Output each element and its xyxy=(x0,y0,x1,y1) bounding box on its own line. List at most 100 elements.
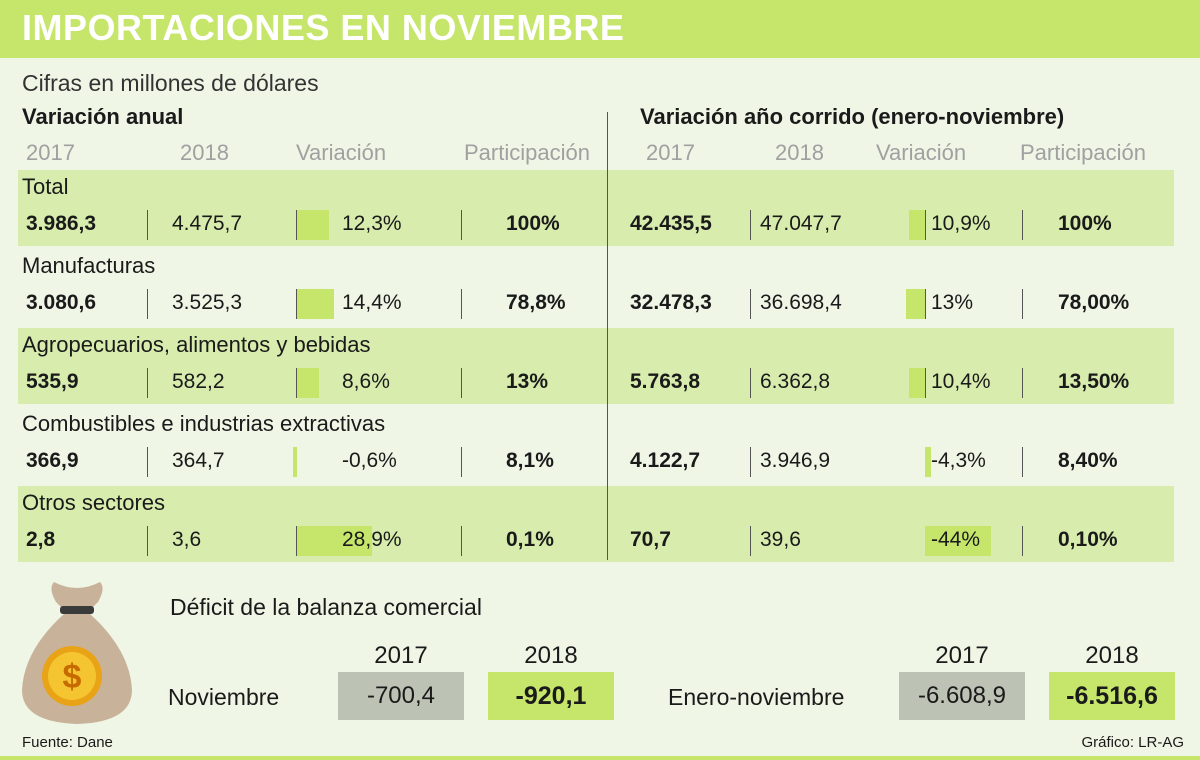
annual-header-share: Participación xyxy=(464,140,590,165)
ytd-separator xyxy=(1022,368,1023,398)
ytd-share: 13,50% xyxy=(1058,370,1130,393)
ytd-header-share: Participación xyxy=(1020,140,1146,165)
ytd-separator xyxy=(1022,210,1023,240)
ytd-value-2017: 4.122,7 xyxy=(630,449,701,472)
annual-share: 13% xyxy=(506,370,549,393)
source-note: Fuente: Dane xyxy=(22,734,113,751)
ytd-value-2018: 47.047,7 xyxy=(760,212,842,235)
ytd-value-2018: 3.946,9 xyxy=(760,449,831,472)
annual-separator xyxy=(461,447,462,477)
annual-variation-bar xyxy=(297,210,329,240)
row-category: Total xyxy=(22,174,69,199)
credit-note: Gráfico: LR-AG xyxy=(1081,734,1184,751)
deficit-title: Déficit de la balanza comercial xyxy=(170,594,482,620)
ytd-share: 100% xyxy=(1058,212,1112,235)
ytd-value-2017: 5.763,8 xyxy=(630,370,701,393)
row-category: Otros sectores xyxy=(22,490,166,515)
annual-separator xyxy=(296,289,297,319)
ytd-separator xyxy=(925,210,926,240)
annual-separator xyxy=(461,210,462,240)
ytd-variation-label: 10,4% xyxy=(931,370,991,393)
ytd-separator xyxy=(1022,447,1023,477)
annual-value-2018: 3,6 xyxy=(172,528,202,551)
nov-2017-value: -700,4 xyxy=(338,672,464,720)
november-label: Noviembre xyxy=(168,684,280,710)
ytd-variation-bar xyxy=(905,289,925,319)
ytd-label: Enero-noviembre xyxy=(668,684,845,710)
nov-year-2017: 2017 xyxy=(374,642,428,669)
ytd-separator xyxy=(925,289,926,319)
ytd-value-2018: 6.362,8 xyxy=(760,370,831,393)
annual-separator xyxy=(147,526,148,556)
annual-variation-bar xyxy=(293,447,297,477)
annual-header-2018: 2018 xyxy=(180,140,229,165)
ytd-header-variation: Variación xyxy=(876,140,967,165)
annual-value-2018: 364,7 xyxy=(172,449,225,472)
ytd-share: 8,40% xyxy=(1058,449,1118,472)
annual-section-title: Variación anual xyxy=(22,104,184,129)
annual-separator xyxy=(296,210,297,240)
ytd-year-2018: 2018 xyxy=(1085,642,1139,669)
annual-variation-bar xyxy=(297,289,335,319)
ytd-variation-label: 13% xyxy=(931,291,974,314)
annual-value-2017: 366,9 xyxy=(26,449,79,472)
ytd-separator xyxy=(925,368,926,398)
ytd-separator xyxy=(750,526,751,556)
annual-separator xyxy=(147,289,148,319)
nov-2018-value: -920,1 xyxy=(488,672,614,720)
annual-separator xyxy=(461,526,462,556)
ytd-header-2017: 2017 xyxy=(646,140,695,165)
ytd-header-2018: 2018 xyxy=(775,140,824,165)
ytd-2017-value: -6.608,9 xyxy=(899,672,1025,720)
annual-share: 8,1% xyxy=(506,449,554,472)
annual-separator xyxy=(461,368,462,398)
annual-share: 0,1% xyxy=(506,528,554,551)
annual-value-2017: 3.080,6 xyxy=(26,291,97,314)
page-title: IMPORTACIONES EN NOVIEMBRE xyxy=(22,7,625,48)
ytd-variation-bar xyxy=(908,210,925,240)
annual-value-2018: 4.475,7 xyxy=(172,212,243,235)
ytd-variation-bar xyxy=(925,447,932,477)
annual-value-2017: 535,9 xyxy=(26,370,79,393)
annual-value-2018: 3.525,3 xyxy=(172,291,243,314)
annual-variation-label: 12,3% xyxy=(342,212,402,235)
row-band xyxy=(18,328,1174,404)
annual-variation-bar xyxy=(297,368,320,398)
annual-variation-label: 28,9% xyxy=(342,528,402,551)
title-banner xyxy=(0,0,1200,58)
annual-separator xyxy=(147,447,148,477)
annual-variation-label: 8,6% xyxy=(342,370,390,393)
annual-separator xyxy=(147,210,148,240)
annual-share: 100% xyxy=(506,212,560,235)
annual-share: 78,8% xyxy=(506,291,566,314)
footer-line xyxy=(0,756,1200,760)
annual-variation-label: -0,6% xyxy=(342,449,397,472)
annual-variation-bar xyxy=(297,526,373,556)
row-category: Agropecuarios, alimentos y bebidas xyxy=(22,332,371,357)
row-category: Combustibles e industrias extractivas xyxy=(22,411,386,436)
dollar-sign: $ xyxy=(63,658,82,696)
ytd-variation-label: -44% xyxy=(931,528,981,551)
ytd-variation-bar xyxy=(909,368,925,398)
row-band xyxy=(18,170,1174,246)
ytd-separator xyxy=(1022,526,1023,556)
annual-value-2017: 2,8 xyxy=(26,528,56,551)
annual-value-2017: 3.986,3 xyxy=(26,212,97,235)
annual-header-variation: Variación xyxy=(296,140,387,165)
ytd-value-2017: 70,7 xyxy=(630,528,671,551)
ytd-separator xyxy=(750,289,751,319)
ytd-separator xyxy=(750,210,751,240)
annual-separator xyxy=(461,289,462,319)
annual-variation-label: 14,4% xyxy=(342,291,402,314)
annual-separator xyxy=(147,368,148,398)
nov-year-2018: 2018 xyxy=(524,642,578,669)
ytd-year-2017: 2017 xyxy=(935,642,989,669)
annual-header-2017: 2017 xyxy=(26,140,75,165)
annual-separator xyxy=(296,526,297,556)
ytd-separator xyxy=(750,368,751,398)
ytd-value-2018: 36.698,4 xyxy=(760,291,842,314)
units-subtitle: Cifras en millones de dólares xyxy=(22,70,319,96)
ytd-separator xyxy=(750,447,751,477)
section-divider xyxy=(607,112,608,560)
ytd-separator xyxy=(1022,289,1023,319)
